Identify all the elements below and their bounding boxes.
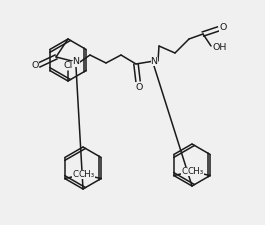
Text: O: O xyxy=(135,83,143,92)
Text: N: N xyxy=(151,56,157,65)
Text: CH₃: CH₃ xyxy=(181,167,197,176)
Text: OH: OH xyxy=(213,43,227,52)
Text: N: N xyxy=(73,58,79,67)
Text: Cl: Cl xyxy=(63,61,73,70)
Text: CH₃: CH₃ xyxy=(188,167,204,176)
Text: O: O xyxy=(219,22,227,32)
Text: CH₃: CH₃ xyxy=(72,170,88,179)
Text: CH₃: CH₃ xyxy=(79,170,95,179)
Text: O: O xyxy=(31,61,39,70)
